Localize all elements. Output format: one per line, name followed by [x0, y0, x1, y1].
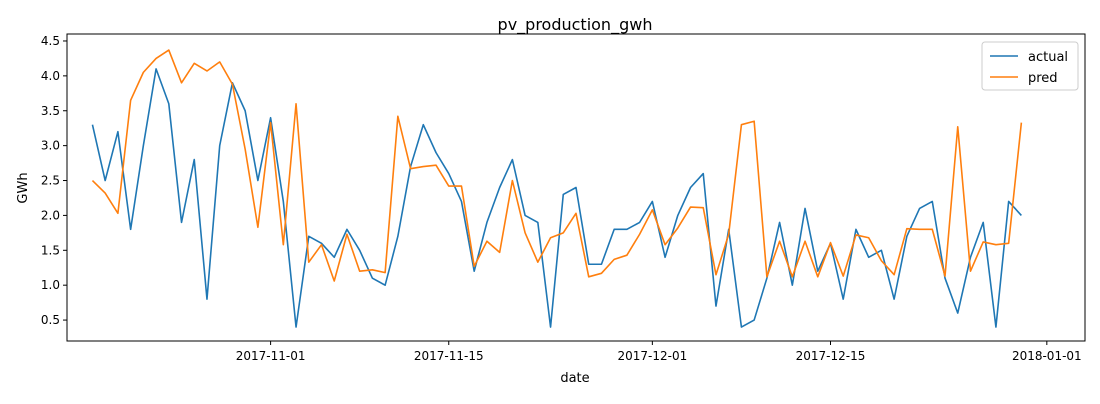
x-axis-ticks: 2017-11-01 2017-11-15 2017-12-01 2017-12-15… [236, 341, 1082, 363]
legend-label-pred: pred [1028, 71, 1058, 86]
legend-items: actual pred [990, 50, 1068, 86]
series-layer [91, 49, 1023, 328]
series-line-actual [91, 68, 1022, 328]
plot-frame [66, 33, 1086, 342]
x-tick-label: 2017-11-01 [236, 349, 306, 363]
legend: actual pred [981, 41, 1079, 91]
x-tick-label: 2017-11-15 [414, 349, 484, 363]
chart-title: pv_production_gwh [498, 15, 653, 35]
y-tick-label: 1.5 [41, 243, 60, 257]
x-tick-label: 2017-12-01 [617, 349, 687, 363]
y-axis-label: GWh [16, 172, 31, 203]
y-tick-label: 2.0 [41, 208, 60, 222]
y-tick-label: 1.0 [41, 278, 60, 292]
legend-box [981, 41, 1079, 91]
legend-label-actual: actual [1028, 50, 1068, 65]
series-line-pred [91, 49, 1023, 282]
y-tick-label: 3.0 [41, 139, 60, 153]
y-tick-label: 2.5 [41, 174, 60, 188]
y-axis-ticks: 0.5 1.0 1.5 2.0 2.5 3.0 3.5 4.0 4.5 [41, 34, 67, 327]
y-tick-label: 0.5 [41, 313, 60, 327]
y-tick-label: 4.0 [41, 69, 60, 83]
y-tick-label: 4.5 [41, 34, 60, 48]
x-tick-label: 2018-01-01 [1012, 349, 1082, 363]
x-axis-label: date [560, 371, 589, 386]
y-tick-label: 3.5 [41, 104, 60, 118]
x-tick-label: 2017-12-15 [796, 349, 866, 363]
